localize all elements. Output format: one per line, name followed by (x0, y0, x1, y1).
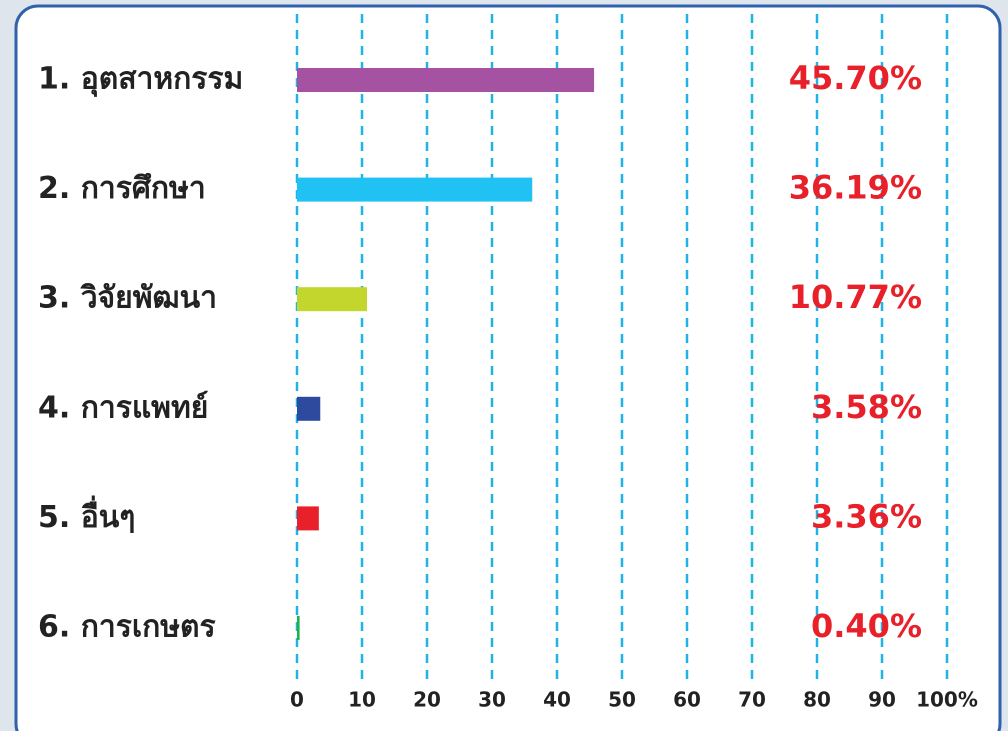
category-label: 6. การเกษตร (38, 610, 216, 645)
x-tick-label: 80 (803, 688, 831, 712)
value-label: 10.77% (789, 278, 922, 316)
x-tick-label: 60 (673, 688, 701, 712)
x-tick-label: 10 (348, 688, 376, 712)
x-tick-label: 30 (478, 688, 506, 712)
x-tick-label: 50 (608, 688, 636, 712)
value-label: 36.19% (789, 169, 922, 207)
value-label: 45.70% (789, 59, 922, 97)
bar (297, 68, 595, 92)
value-label: 3.58% (811, 388, 922, 426)
value-label: 3.36% (811, 497, 922, 535)
x-tick-label: 0 (290, 688, 304, 712)
panel (14, 4, 1002, 731)
category-label: 1. อุตสาหกรรม (38, 62, 243, 98)
category-label: 3. วิจัยพัฒนา (38, 281, 217, 316)
bar (297, 616, 300, 640)
bar (297, 396, 321, 421)
category-label: 4. การแพทย์ (38, 390, 208, 425)
value-label: 0.40% (811, 607, 922, 645)
x-tick-label: 40 (543, 688, 571, 712)
category-label: 2. การศึกษา (38, 171, 206, 206)
x-tick-label: 20 (413, 688, 441, 712)
bar (297, 177, 533, 202)
bar (297, 287, 368, 312)
x-tick-label: 70 (738, 688, 766, 712)
x-tick-label: 100% (916, 688, 978, 712)
x-tick-label: 90 (868, 688, 896, 712)
category-label: 5. อื่นๆ (38, 495, 135, 535)
bar (297, 506, 319, 531)
